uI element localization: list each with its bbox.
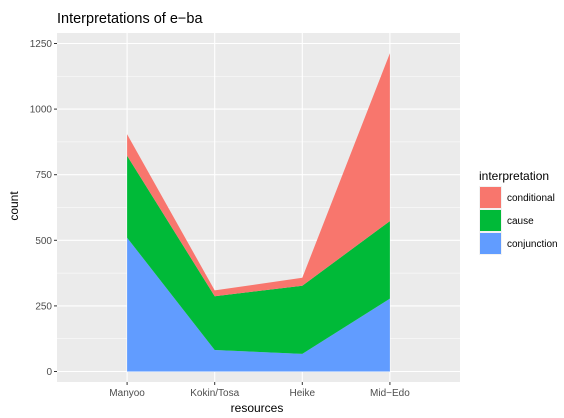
x-tick-label: Manyoo — [109, 388, 145, 399]
legend-swatch-conditional — [480, 187, 501, 208]
x-axis-title: resources — [231, 401, 284, 415]
legend-label-conjunction: conjunction — [507, 239, 558, 250]
legend-label-conditional: conditional — [507, 193, 555, 204]
area-cause — [127, 155, 390, 354]
area-layers — [127, 53, 390, 372]
y-tick-label: 250 — [35, 301, 52, 312]
area-conjunction — [127, 237, 390, 372]
area-conditional — [127, 53, 390, 297]
y-axis: 0 250 500 750 1000 1250 — [30, 39, 57, 378]
grid-major — [57, 33, 460, 382]
y-tick-label: 0 — [46, 367, 52, 378]
y-tick-label: 1000 — [30, 105, 53, 116]
x-tick-label: Kokin/Tosa — [190, 388, 239, 399]
y-tick-label: 1250 — [30, 39, 53, 50]
legend: interpretation conditional cause conjuncti… — [479, 169, 558, 255]
legend-swatch-cause — [480, 210, 501, 231]
y-tick-label: 500 — [35, 236, 52, 247]
legend-title: interpretation — [479, 169, 549, 183]
x-tick-label: Mid−Edo — [370, 388, 410, 399]
chart-title: Interpretations of e−ba — [57, 11, 203, 27]
grid-minor — [57, 76, 460, 339]
x-tick-label: Heike — [290, 388, 316, 399]
legend-label-cause: cause — [507, 216, 534, 227]
y-tick-label: 750 — [35, 170, 52, 181]
y-axis-title: count — [7, 191, 21, 221]
legend-swatch-conjunction — [480, 233, 501, 254]
x-axis: Manyoo Kokin/Tosa Heike Mid−Edo — [109, 382, 410, 399]
